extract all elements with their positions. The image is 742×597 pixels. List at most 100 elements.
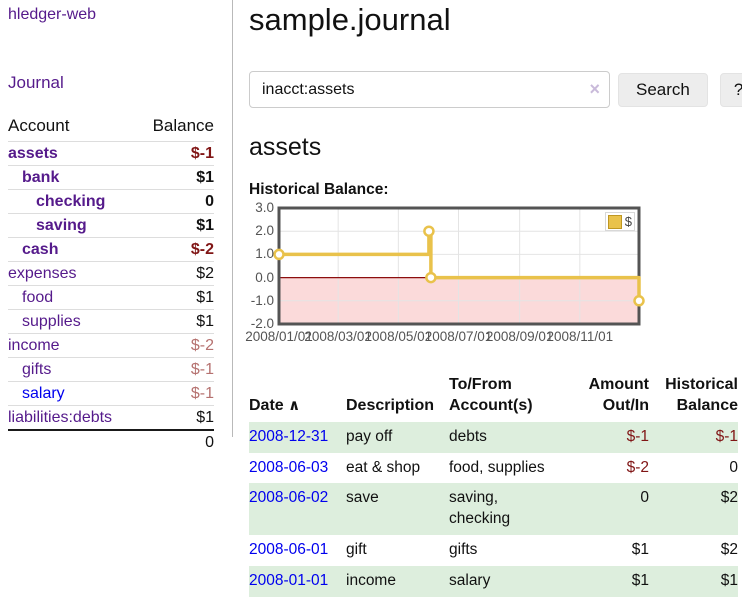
account-row: income $-2 [8, 333, 214, 358]
accounts-total-balance: 0 [136, 429, 214, 454]
register-header-balance: Historical Balance [665, 376, 738, 414]
account-heading: assets [249, 133, 322, 161]
transaction-accounts: food, supplies [449, 458, 545, 476]
y-axis-tick-label: 3.0 [255, 200, 274, 215]
register-header-amount: Amount Out/In [588, 376, 649, 414]
x-axis-tick-label: 2008/03/01 [304, 329, 372, 344]
register-table: Date ∧ Description To/From Account(s) Am… [249, 373, 738, 597]
transaction-date-link[interactable]: 2008-01-01 [249, 572, 329, 590]
register-row: 2008-06-01 gift gifts $1 $2 [249, 535, 738, 566]
search-box: × [249, 71, 610, 108]
chart-canvas [273, 206, 645, 326]
account-link-gifts[interactable]: gifts [22, 361, 52, 378]
account-balance: $-2 [136, 237, 214, 262]
help-button[interactable]: ? [719, 72, 742, 107]
account-balance: $1 [136, 309, 214, 334]
accounts-header-balance: Balance [152, 116, 214, 135]
account-balance: $-2 [136, 333, 214, 358]
legend-swatch-icon [607, 214, 622, 229]
transaction-amount: $-1 [561, 421, 649, 453]
accounts-header-account: Account [8, 116, 70, 135]
y-axis-tick-label: 0.0 [255, 269, 274, 285]
transaction-description: eat & shop [346, 458, 421, 476]
sort-ascending-icon: ∧ [288, 396, 301, 414]
transaction-amount: $1 [631, 541, 649, 559]
account-link-cash[interactable]: cash [22, 241, 59, 258]
transaction-balance: $2 [720, 541, 738, 559]
account-link-income[interactable]: income [8, 337, 60, 354]
transaction-balance: $-1 [649, 421, 738, 453]
account-link-supplies[interactable]: supplies [22, 313, 81, 330]
register-header-date[interactable]: Date ∧ [249, 396, 301, 414]
account-link-checking[interactable]: checking [36, 193, 106, 210]
transaction-date-link[interactable]: 2008-06-02 [249, 489, 329, 507]
account-balance: $1 [136, 285, 214, 310]
page-title: sample.journal [249, 2, 451, 37]
account-row: liabilities:debts $1 [8, 405, 214, 430]
x-axis-tick-label: 2008/05/01 [364, 329, 433, 344]
account-balance: $2 [136, 261, 214, 286]
legend-label: $ [624, 214, 632, 229]
transaction-amount: $-2 [626, 458, 649, 476]
account-link-expenses[interactable]: expenses [8, 265, 77, 282]
account-row: checking 0 [8, 189, 214, 214]
account-balance: $-1 [136, 141, 214, 166]
x-axis-tick-label: 2008/11/01 [546, 329, 614, 344]
search-form: × Search ? [249, 71, 742, 108]
sidebar: hledger-web Journal Account Balance asse… [0, 0, 233, 454]
chart-title: Historical Balance: [249, 181, 389, 198]
register-header-accounts: To/From Account(s) [449, 376, 533, 414]
y-axis-tick-label: -2.0 [250, 316, 274, 331]
account-balance: 0 [136, 189, 214, 214]
search-button[interactable]: Search [618, 72, 708, 107]
register-row: 2008-06-02 save saving, checking 0 $2 [249, 483, 738, 536]
account-row: salary $-1 [8, 381, 214, 406]
account-row: bank $1 [8, 165, 214, 190]
account-link-liabilities-debts[interactable]: liabilities:debts [8, 409, 113, 426]
app-brand-link[interactable]: hledger-web [8, 6, 97, 23]
transaction-description: save [346, 483, 449, 536]
account-row: assets $-1 [8, 141, 214, 166]
account-link-assets[interactable]: assets [8, 145, 58, 162]
main-content: sample.journal × Search ? assets Histori… [233, 0, 742, 597]
account-row: supplies $1 [8, 309, 214, 334]
transaction-description: gift [346, 541, 367, 559]
search-input[interactable] [249, 71, 610, 108]
register-header-description: Description [346, 396, 435, 414]
accounts-table: Account Balance assets $-1 bank $1 check… [8, 114, 214, 454]
account-row: cash $-2 [8, 237, 214, 262]
transaction-description: pay off [346, 421, 449, 453]
transaction-balance: $2 [649, 483, 738, 536]
account-row: saving $1 [8, 213, 214, 238]
y-axis-tick-label: 1.0 [255, 246, 274, 262]
account-link-bank[interactable]: bank [22, 169, 60, 186]
account-link-food[interactable]: food [22, 289, 54, 306]
account-balance: $-1 [136, 357, 214, 382]
accounts-total-row: 0 [8, 429, 214, 454]
transaction-accounts: debts [449, 421, 561, 453]
transaction-accounts: gifts [449, 541, 478, 559]
account-row: food $1 [8, 285, 214, 310]
sidebar-item-journal[interactable]: Journal [8, 73, 64, 92]
transaction-date-link[interactable]: 2008-06-03 [249, 458, 329, 476]
x-axis-tick-label: 2008/01/01 [245, 329, 313, 344]
y-axis-tick-label: -1.0 [250, 292, 274, 308]
chart-legend: $ [604, 212, 635, 231]
historical-balance-chart: $ 3.0 2.0 1.0 0.0 -1.0 -2.0 2008/01/01 2008/03/… [245, 200, 645, 348]
y-axis-tick-label: 2.0 [255, 223, 274, 239]
account-row: gifts $-1 [8, 357, 214, 382]
transaction-date-link[interactable]: 2008-06-01 [249, 541, 329, 559]
register-row: 2008-06-03 eat & shop food, supplies $-2… [249, 453, 738, 484]
account-link-salary[interactable]: salary [22, 385, 65, 402]
transaction-balance: 0 [729, 458, 738, 476]
transaction-date-link[interactable]: 2008-12-31 [249, 427, 329, 445]
sidebar-nav: Journal [8, 73, 232, 93]
chart-plot-area: $ [273, 206, 645, 326]
account-link-saving[interactable]: saving [36, 217, 87, 234]
register-row: 2008-12-31 pay off debts $-1 $-1 [249, 421, 738, 453]
account-balance: $1 [136, 165, 214, 190]
clear-search-icon[interactable]: × [589, 79, 600, 99]
transaction-accounts: saving, checking [449, 483, 561, 536]
x-axis-tick-label: 2008/09/01 [485, 329, 554, 344]
